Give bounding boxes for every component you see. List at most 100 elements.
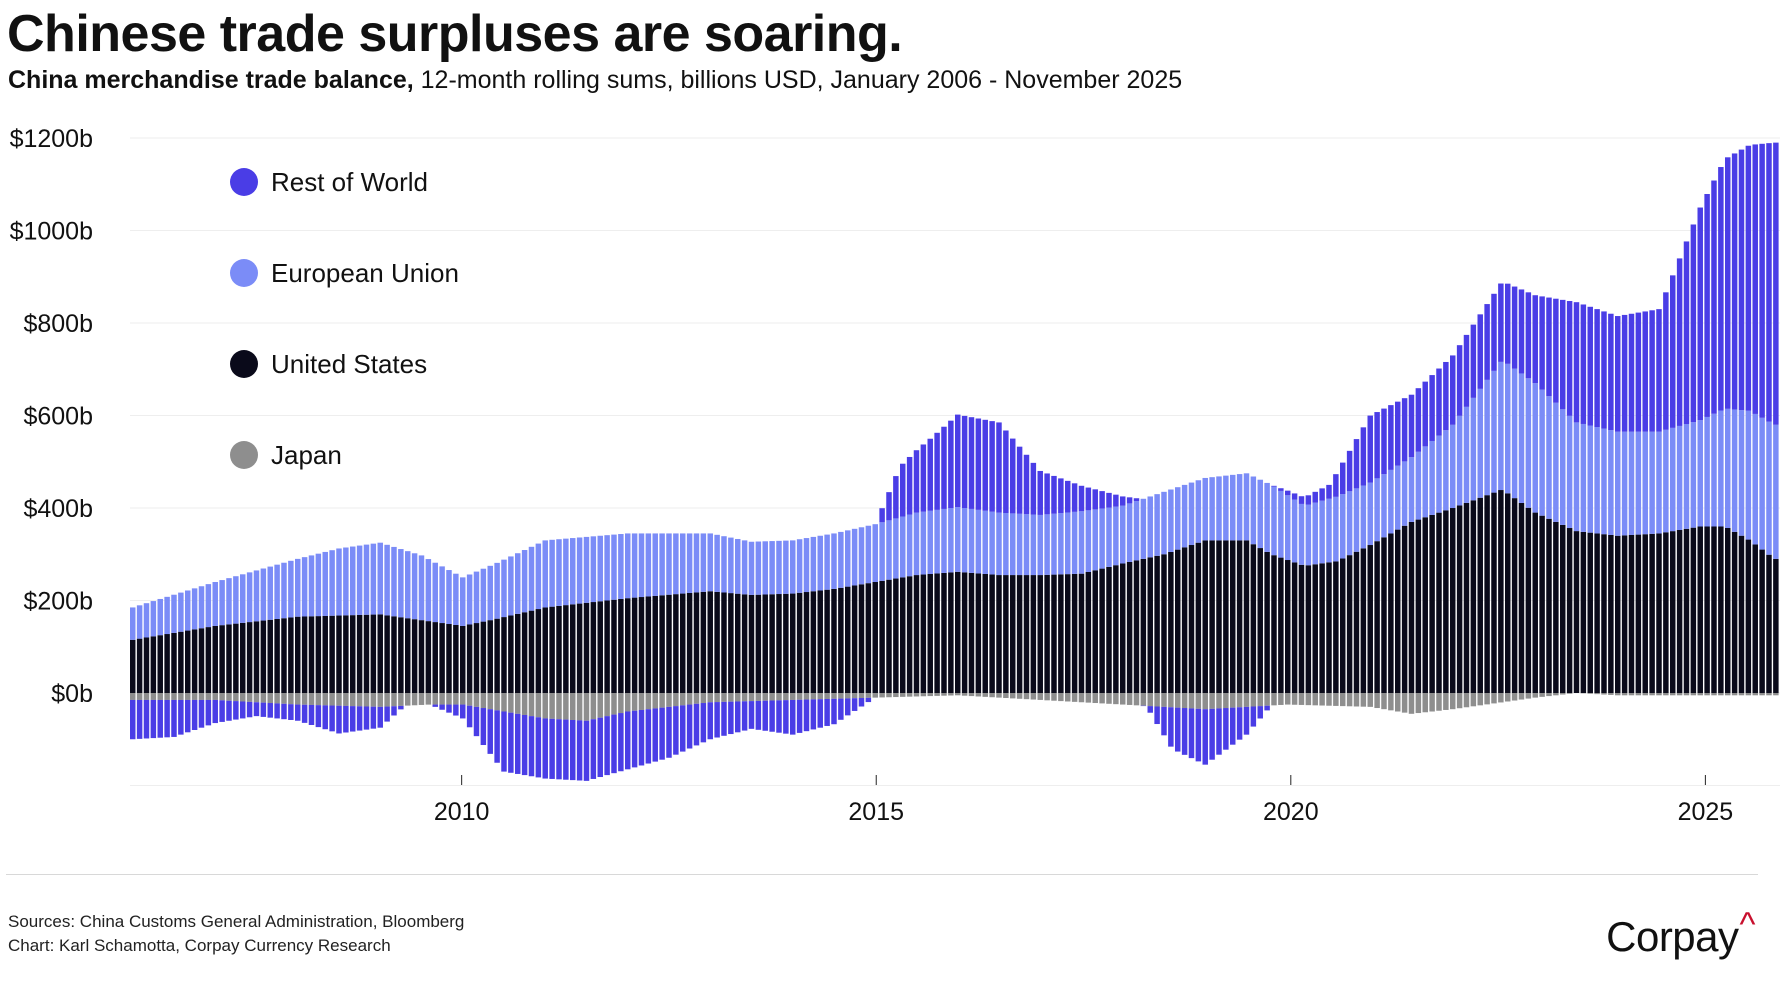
bar-united-states	[1731, 531, 1738, 693]
bar-european-union	[783, 540, 789, 594]
bar-european-union	[425, 559, 432, 622]
bar-rest-of-world	[1168, 707, 1174, 747]
bar-european-union	[1175, 487, 1181, 550]
bar-rest-of-world	[913, 450, 920, 513]
bar-european-union	[1188, 482, 1195, 546]
bar-european-union	[1676, 425, 1683, 530]
bar-united-states	[363, 614, 370, 693]
bar-european-union	[1456, 415, 1463, 506]
corpay-logo: Corpay^	[1606, 906, 1755, 961]
bar-japan	[1340, 693, 1346, 707]
bar-european-union	[1573, 422, 1580, 532]
bar-european-union	[968, 508, 975, 573]
bar-united-states	[1436, 512, 1442, 693]
bar-japan	[267, 693, 273, 704]
bar-japan	[343, 693, 349, 706]
bar-european-union	[411, 553, 418, 620]
bar-european-union	[583, 536, 590, 603]
bar-rest-of-world	[1257, 706, 1263, 719]
bar-rest-of-world	[1443, 361, 1449, 431]
bar-united-states	[1037, 575, 1043, 693]
bar-rest-of-world	[446, 704, 452, 713]
bar-european-union	[473, 571, 480, 624]
bar-european-union	[178, 592, 184, 632]
bar-united-states	[1615, 535, 1621, 693]
bar-european-union	[900, 516, 906, 578]
bar-european-union	[707, 533, 713, 592]
bar-rest-of-world	[831, 698, 837, 725]
y-tick-label: $600b	[23, 403, 93, 431]
bar-united-states	[872, 582, 878, 693]
bar-japan	[219, 693, 225, 701]
bar-japan	[1044, 693, 1050, 701]
bar-rest-of-world	[666, 706, 672, 758]
bar-united-states	[913, 575, 920, 693]
bar-rest-of-world	[1566, 301, 1573, 416]
bar-european-union	[350, 546, 356, 616]
bar-european-union	[1587, 425, 1593, 533]
bar-european-union	[1718, 410, 1724, 527]
bar-united-states	[1023, 575, 1030, 693]
bar-european-union	[645, 533, 652, 597]
bar-united-states	[329, 615, 335, 693]
bar-japan	[1278, 693, 1284, 705]
bar-japan	[872, 693, 878, 698]
bar-japan	[611, 693, 617, 715]
bar-european-union	[714, 534, 720, 592]
bar-united-states	[1621, 535, 1628, 693]
bar-european-union	[1278, 490, 1284, 558]
bar-japan	[996, 693, 1002, 698]
bar-united-states	[659, 595, 665, 693]
bar-european-union	[274, 564, 280, 620]
bar-japan	[315, 693, 322, 706]
bar-european-union	[1106, 507, 1112, 567]
bar-japan	[1642, 693, 1648, 696]
bar-united-states	[1078, 573, 1085, 693]
bar-rest-of-world	[1505, 283, 1511, 364]
bar-japan	[1381, 693, 1387, 710]
bar-european-union	[652, 533, 658, 596]
bar-rest-of-world	[948, 420, 954, 509]
bar-rest-of-world	[645, 709, 652, 764]
bar-united-states	[741, 594, 748, 693]
bar-united-states	[1539, 515, 1545, 693]
bar-european-union	[941, 508, 947, 573]
bar-rest-of-world	[274, 703, 280, 719]
bar-european-union	[1415, 451, 1422, 520]
bar-japan	[356, 693, 363, 707]
bar-united-states	[473, 623, 480, 693]
bar-rest-of-world	[1278, 488, 1284, 491]
bar-japan	[1587, 693, 1593, 694]
bar-united-states	[1099, 568, 1105, 693]
bar-rest-of-world	[1711, 180, 1717, 414]
bar-european-union	[466, 574, 473, 625]
bar-united-states	[1505, 493, 1511, 693]
bar-japan	[762, 693, 768, 701]
bar-united-states	[150, 636, 157, 693]
bar-united-states	[975, 573, 982, 693]
bar-rest-of-world	[1491, 293, 1497, 371]
bar-united-states	[576, 603, 583, 693]
bar-european-union	[219, 580, 225, 626]
bar-united-states	[405, 618, 411, 693]
bar-rest-of-world	[1615, 316, 1621, 432]
bar-european-union	[1051, 513, 1057, 575]
bar-rest-of-world	[638, 709, 645, 766]
bar-united-states	[1030, 575, 1037, 693]
subtitle-bold: China merchandise trade balance,	[8, 66, 414, 94]
bar-united-states	[858, 584, 865, 693]
legend-label: United States	[271, 349, 427, 379]
bar-japan	[549, 693, 555, 719]
bar-european-union	[1560, 409, 1566, 525]
bar-rest-of-world	[198, 699, 205, 728]
bar-rest-of-world	[1147, 706, 1153, 713]
bar-united-states	[377, 614, 383, 693]
bar-japan	[906, 693, 913, 697]
bar-japan	[1676, 693, 1683, 696]
bar-rest-of-world	[1120, 496, 1126, 506]
bar-european-union	[1312, 502, 1318, 565]
bar-japan	[1140, 693, 1147, 706]
x-tick-label: 2020	[1263, 798, 1319, 826]
bar-united-states	[501, 617, 507, 693]
bar-united-states	[1511, 498, 1518, 693]
